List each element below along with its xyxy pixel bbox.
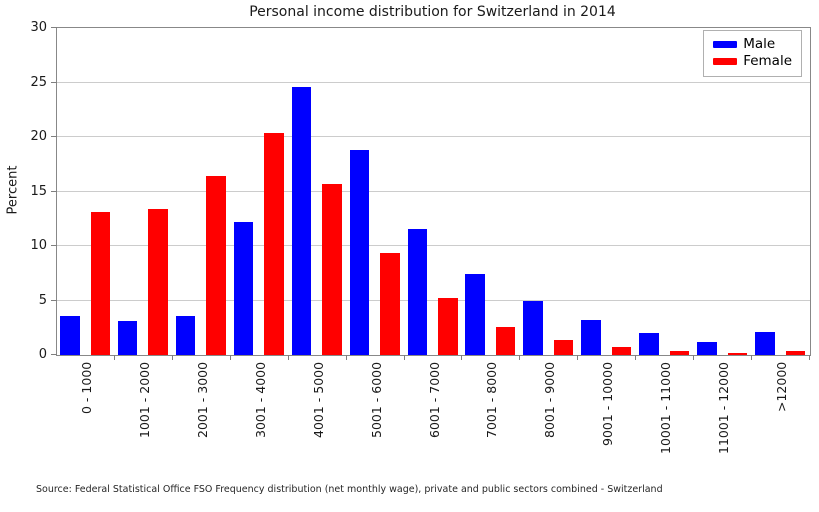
y-tick-label-15: 15 (30, 183, 47, 199)
bar-group-3 (231, 28, 289, 355)
bar-female-7 (495, 326, 516, 355)
y-tick-label-5: 5 (38, 292, 47, 308)
y-tick-25 (51, 81, 57, 83)
y-tick-0 (51, 354, 57, 355)
x-tick-5 (345, 355, 347, 360)
bar-female-6 (438, 298, 458, 355)
legend-swatch-male (713, 41, 738, 48)
bar-female-0 (90, 212, 110, 355)
plot-area: 0 5 10 15 20 25 30 0 - 1000 1001 - 2000 2001 - 3… (30, 21, 811, 454)
x-tick-1 (113, 355, 115, 360)
x-tick-label-11: 11001 - 12000 (716, 362, 732, 454)
x-tick-2 (171, 355, 173, 360)
y-tick-label-20: 20 (30, 129, 47, 145)
x-tick-label-3: 3001 - 4000 (252, 362, 268, 439)
bar-female-4 (322, 183, 342, 355)
bar-male-3 (233, 222, 254, 355)
legend-label-male: Male (743, 36, 776, 52)
gridline-5 (57, 299, 810, 301)
bar-female-3 (264, 132, 284, 355)
bar-male-11 (697, 341, 717, 355)
bar-group-6 (405, 28, 463, 355)
bar-female-11 (727, 352, 748, 355)
bar-female-9 (611, 347, 632, 355)
y-tick-label-30: 30 (30, 20, 47, 35)
x-tick-3 (229, 355, 231, 360)
legend-swatch-female (713, 58, 738, 65)
x-tick-label-1: 1001 - 2000 (136, 362, 152, 439)
x-tick-9 (577, 355, 579, 360)
bar-group-11 (694, 28, 752, 355)
x-tick-label-10: 10001 - 11000 (658, 362, 674, 454)
x-tick-7 (461, 355, 463, 360)
source-note: Source: Federal Statistical Office FSO F… (36, 484, 663, 495)
x-tick-label-12: >12000 (774, 362, 790, 413)
legend-label-female: Female (743, 53, 792, 69)
x-tick-8 (519, 355, 521, 360)
y-tick-label-25: 25 (30, 74, 47, 90)
gridline-25 (57, 81, 810, 83)
legend-rows: Male Female (713, 36, 792, 70)
x-tick-11 (693, 355, 695, 360)
chart-title: Personal income distribution for Switzer… (249, 4, 616, 20)
bar-female-1 (148, 208, 168, 355)
y-tick-15 (51, 190, 57, 192)
y-tick-label-0: 0 (38, 347, 47, 362)
bar-group-9 (578, 28, 636, 355)
x-tick-13 (809, 355, 810, 360)
bar-group-0 (57, 28, 115, 355)
bar-male-2 (175, 315, 196, 355)
bar-male-7 (465, 274, 485, 355)
gridline-20 (57, 136, 810, 137)
bar-group-7 (462, 28, 520, 355)
x-tick-label-7: 7001 - 8000 (484, 362, 500, 439)
bar-group-10 (636, 28, 694, 355)
bar-male-6 (407, 228, 428, 355)
x-tick-6 (403, 355, 405, 360)
bar-group-4 (289, 28, 347, 355)
x-tick-label-6: 6001 - 7000 (426, 362, 442, 439)
bar-male-9 (581, 320, 601, 355)
x-tick-label-0: 0 - 1000 (78, 362, 94, 415)
bar-group-1 (115, 28, 173, 355)
bar-female-12 (785, 350, 806, 355)
bar-male-12 (755, 332, 775, 355)
x-tick-10 (635, 355, 637, 360)
x-tick-label-2: 2001 - 3000 (194, 362, 210, 439)
bar-group-12 (752, 28, 810, 355)
bar-series-container (57, 28, 810, 355)
bar-male-0 (60, 315, 80, 355)
bar-group-2 (173, 28, 231, 355)
y-tick-label-10: 10 (30, 238, 47, 254)
x-tick-label-5: 5001 - 6000 (368, 362, 384, 439)
bar-male-5 (349, 150, 370, 355)
x-tick-12 (751, 355, 753, 360)
y-tick-5 (51, 299, 57, 301)
gridline-10 (57, 245, 810, 246)
bar-male-8 (523, 300, 543, 355)
legend: Male Female (703, 30, 802, 77)
y-tick-20 (51, 136, 57, 138)
x-tick-4 (287, 355, 289, 360)
bar-group-5 (347, 28, 405, 355)
bar-female-2 (206, 176, 226, 355)
x-tick-label-8: 8001 - 9000 (542, 362, 558, 439)
bar-female-8 (553, 339, 574, 355)
x-tick-label-4: 4001 - 5000 (310, 362, 326, 439)
legend-item-male: Male (713, 36, 792, 53)
y-tick-10 (51, 245, 57, 247)
gridline-15 (57, 190, 810, 192)
bar-female-10 (669, 350, 690, 355)
bar-group-8 (520, 28, 578, 355)
legend-item-female: Female (713, 53, 792, 70)
x-tick-label-9: 9001 - 10000 (600, 362, 616, 447)
bar-male-4 (291, 86, 312, 355)
bar-male-10 (639, 333, 659, 355)
bar-male-1 (117, 321, 138, 355)
y-tick-30 (51, 27, 57, 28)
bar-female-5 (380, 252, 400, 355)
